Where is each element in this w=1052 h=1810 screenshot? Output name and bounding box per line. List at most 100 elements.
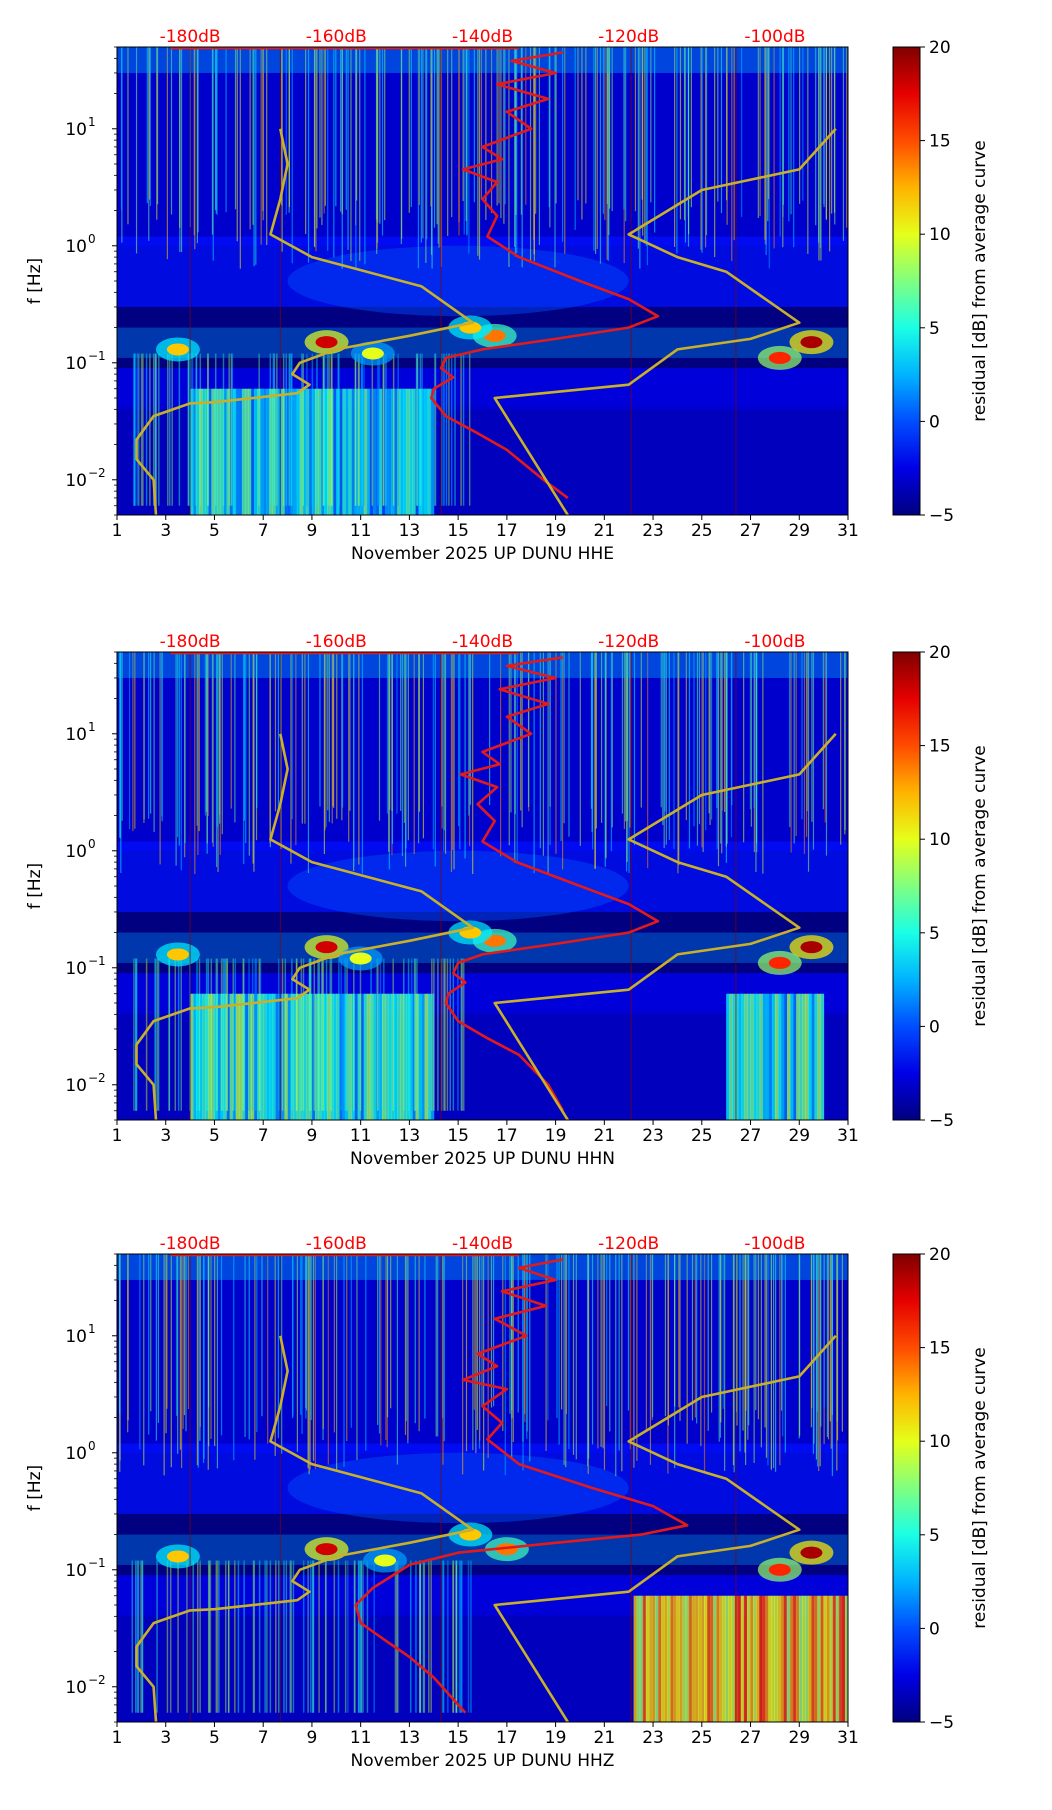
hotspot xyxy=(315,941,338,954)
transient-streak xyxy=(483,1254,485,1471)
transient-streak xyxy=(604,652,606,867)
low-band-energy xyxy=(211,388,215,515)
low-band-energy xyxy=(415,388,420,515)
transient-streak xyxy=(782,47,784,205)
low-band-energy xyxy=(369,388,374,515)
low-band-energy xyxy=(820,993,825,1120)
transient-streak xyxy=(779,47,781,237)
transient-streak xyxy=(306,353,308,506)
transient-streak xyxy=(196,958,198,1111)
low-band-energy xyxy=(811,1595,815,1722)
transient-streak xyxy=(359,47,361,261)
transient-streak xyxy=(156,958,159,1111)
transient-streak xyxy=(742,1254,744,1431)
transient-streak xyxy=(703,1254,706,1474)
low-band-energy xyxy=(759,1595,763,1722)
x-tick-label: 27 xyxy=(740,1126,762,1146)
db-label: -160dB xyxy=(306,27,367,47)
transient-streak xyxy=(764,1254,766,1428)
transient-streak xyxy=(318,1560,320,1713)
transient-streak xyxy=(177,1560,179,1713)
transient-streak xyxy=(380,1254,382,1446)
transient-streak xyxy=(708,652,710,814)
transient-streak xyxy=(185,1254,187,1432)
transient-streak xyxy=(345,47,347,210)
transient-streak xyxy=(221,652,223,835)
low-band-energy xyxy=(314,993,319,1120)
low-band-energy xyxy=(418,993,423,1120)
low-band-energy xyxy=(324,993,328,1120)
transient-streak xyxy=(309,958,312,1111)
transient-streak xyxy=(355,47,357,269)
x-tick-label: 17 xyxy=(496,1126,518,1146)
transient-streak xyxy=(780,1254,783,1411)
transient-streak xyxy=(255,958,258,1111)
transient-streak xyxy=(327,652,329,811)
transient-streak xyxy=(154,353,157,506)
transient-streak xyxy=(805,652,808,837)
transient-streak xyxy=(443,652,445,831)
transient-streak xyxy=(252,47,254,225)
transient-streak xyxy=(560,1254,563,1410)
transient-streak xyxy=(353,1560,356,1713)
transient-streak xyxy=(416,353,418,506)
transient-streak xyxy=(353,958,355,1111)
low-band-energy xyxy=(679,1595,684,1722)
low-band-energy xyxy=(232,993,237,1120)
low-band-energy xyxy=(682,1595,687,1722)
transient-streak xyxy=(595,652,597,829)
low-band-energy xyxy=(360,388,365,515)
low-band-energy xyxy=(424,993,429,1120)
transient-streak xyxy=(365,1254,367,1451)
transient-streak xyxy=(444,958,446,1111)
y-tick-label: 10 xyxy=(65,1678,87,1698)
transient-streak xyxy=(744,1254,746,1453)
transient-streak xyxy=(360,353,363,506)
transient-streak xyxy=(358,1560,360,1713)
y-axis-label: f [Hz] xyxy=(25,1465,45,1511)
transient-streak xyxy=(220,958,223,1111)
transient-streak xyxy=(256,652,258,808)
low-band-energy xyxy=(287,993,292,1120)
transient-streak xyxy=(405,652,407,849)
low-band-energy xyxy=(421,993,426,1120)
low-band-energy xyxy=(412,388,416,515)
transient-streak xyxy=(377,958,379,1111)
transient-streak xyxy=(258,1560,261,1713)
low-band-energy xyxy=(704,1595,708,1722)
transient-streak xyxy=(215,47,217,214)
transient-streak xyxy=(460,353,462,506)
transient-streak xyxy=(324,47,326,206)
low-band-energy xyxy=(400,388,404,515)
x-tick-label: 21 xyxy=(594,521,616,541)
transient-streak xyxy=(347,1560,349,1713)
transient-streak xyxy=(404,1254,407,1435)
low-band-energy xyxy=(713,1595,717,1722)
x-tick-label: 31 xyxy=(837,1126,859,1146)
transient-streak xyxy=(133,353,135,506)
transient-streak xyxy=(590,652,593,809)
transient-streak xyxy=(313,958,316,1111)
transient-streak xyxy=(547,1254,549,1421)
transient-streak xyxy=(664,652,666,812)
series-line-noise-model xyxy=(135,733,475,1120)
low-band-energy xyxy=(729,993,733,1120)
transient-streak xyxy=(623,652,626,830)
low-band-energy xyxy=(685,1595,690,1722)
transient-streak xyxy=(329,958,331,1111)
low-band-energy xyxy=(378,993,383,1120)
transient-streak xyxy=(455,1560,458,1713)
transient-streak xyxy=(472,1254,474,1451)
transient-streak xyxy=(757,47,759,218)
transient-streak xyxy=(237,1560,240,1713)
low-band-energy xyxy=(753,1595,757,1722)
transient-streak xyxy=(504,47,506,205)
low-band-energy xyxy=(366,388,371,515)
transient-streak xyxy=(767,1254,769,1466)
transient-streak xyxy=(782,1254,784,1437)
transient-streak xyxy=(234,958,237,1111)
transient-streak xyxy=(618,1254,620,1451)
transient-streak xyxy=(526,1254,528,1439)
low-band-energy xyxy=(342,388,346,515)
x-axis-label: November 2025 UP DUNU HHN xyxy=(350,1149,615,1169)
